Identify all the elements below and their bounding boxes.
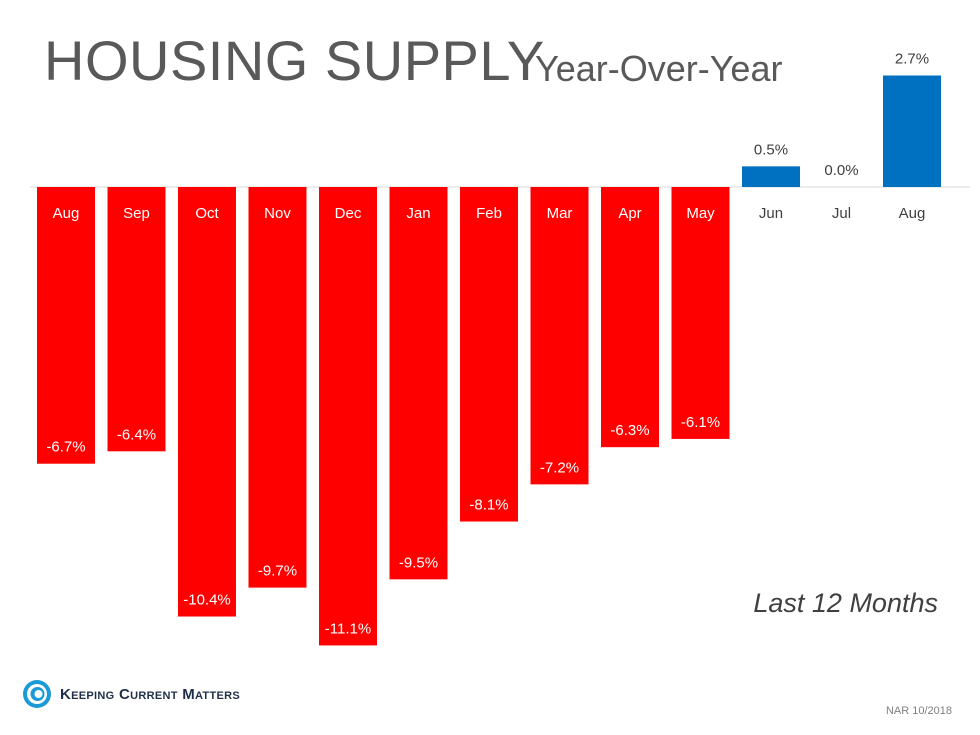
logo-text: Keeping Current Matters xyxy=(60,685,240,703)
data-label: -9.5% xyxy=(399,554,438,571)
data-label: -6.7% xyxy=(46,439,85,456)
bar xyxy=(530,187,589,485)
data-label: -11.1% xyxy=(325,620,371,637)
bar xyxy=(37,187,95,464)
x-tick-label: Mar xyxy=(547,205,573,222)
source-note: NAR 10/2018 xyxy=(885,705,952,717)
data-label: 2.7% xyxy=(895,50,929,67)
data-label: -10.4% xyxy=(183,592,231,609)
bar xyxy=(178,187,236,617)
data-label: -7.2% xyxy=(540,459,579,476)
x-tick-label: Apr xyxy=(618,205,641,222)
data-label: -6.4% xyxy=(117,426,156,443)
x-tick-label: Oct xyxy=(195,205,219,222)
x-tick-label: Sep xyxy=(123,205,150,222)
bar xyxy=(107,187,166,452)
bar xyxy=(389,187,448,580)
chart-title: HOUSING SUPPLY xyxy=(44,29,545,92)
chart-subtitle: Year-Over-Year xyxy=(535,48,783,89)
bar xyxy=(883,75,941,187)
x-tick-label: Nov xyxy=(264,205,291,222)
data-label: 0.0% xyxy=(824,162,858,179)
period-note: Last 12 Months xyxy=(753,588,938,618)
data-label: 0.5% xyxy=(754,141,788,158)
x-tick-label: Jun xyxy=(759,205,783,222)
x-tick-label: Jan xyxy=(406,205,430,222)
x-tick-label: Aug xyxy=(899,205,926,222)
logo: Keeping Current Matters xyxy=(22,679,240,709)
bar xyxy=(742,166,800,187)
x-tick-label: Dec xyxy=(335,205,362,222)
bar xyxy=(601,187,659,448)
bar xyxy=(248,187,307,588)
bar xyxy=(460,187,518,522)
x-tick-label: Aug xyxy=(53,205,80,222)
data-label: -8.1% xyxy=(469,497,508,514)
x-tick-label: Feb xyxy=(476,205,502,222)
data-label: -9.7% xyxy=(258,563,297,580)
data-label: -6.1% xyxy=(681,414,720,431)
x-tick-label: May xyxy=(686,205,715,222)
spiral-logo-icon xyxy=(23,680,51,708)
bar xyxy=(671,187,730,439)
x-tick-label: Jul xyxy=(832,205,851,222)
bar xyxy=(319,187,377,646)
data-label: -6.3% xyxy=(610,422,649,439)
